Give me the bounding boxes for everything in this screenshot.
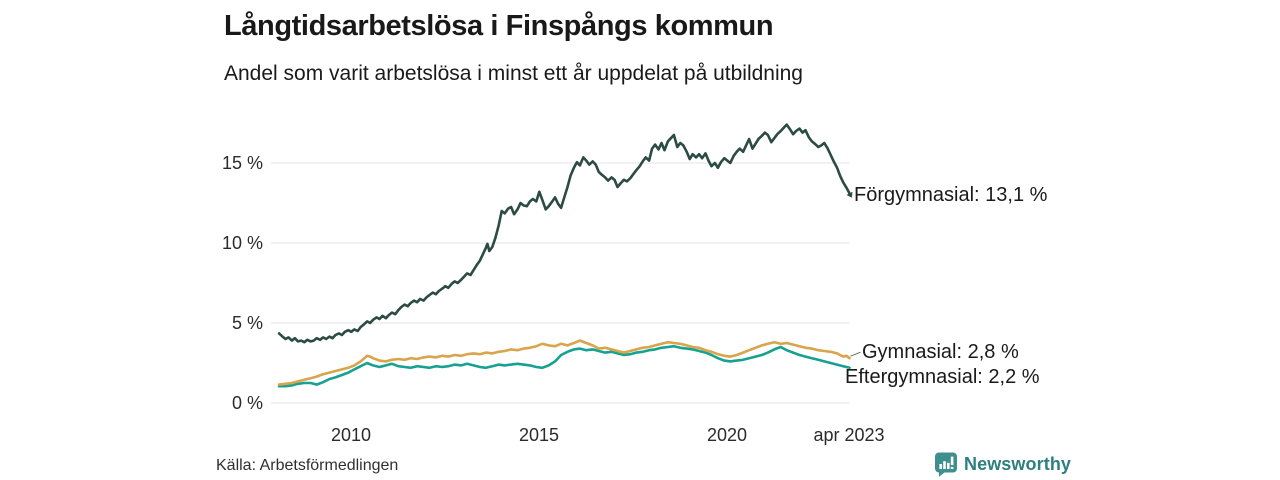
x-axis-tick-label: 2010 — [330, 425, 372, 445]
newsworthy-wordmark: Newsworthy — [964, 454, 1072, 474]
x-axis-tick-label: apr 2023 — [813, 425, 885, 445]
y-axis-tick-label: 10 % — [221, 233, 263, 253]
series-label-eftergymnasial: Eftergymnasial: 2,2 % — [845, 366, 1040, 388]
newsworthy-logo: Newsworthy — [934, 452, 1071, 477]
chart-subtitle: Andel som varit arbetslösa i minst ett å… — [224, 62, 803, 85]
y-axis-tick-label: 0 % — [231, 393, 263, 413]
y-axis-tick-label: 15 % — [221, 153, 263, 173]
series-label-forgymnasial: Förgymnasial: 13,1 % — [854, 184, 1048, 206]
source-note: Källa: Arbetsförmedlingen — [216, 457, 399, 474]
series-label-gymnasial: Gymnasial: 2,8 % — [862, 341, 1019, 363]
x-axis-tick-label: 2020 — [706, 425, 748, 445]
newsworthy-logo-icon — [934, 452, 958, 477]
x-axis-tick-label: 2015 — [518, 425, 560, 445]
page-title: Långtidsarbetslösa i Finspångs kommun — [224, 10, 774, 42]
y-axis-tick-label: 5 % — [231, 313, 263, 333]
